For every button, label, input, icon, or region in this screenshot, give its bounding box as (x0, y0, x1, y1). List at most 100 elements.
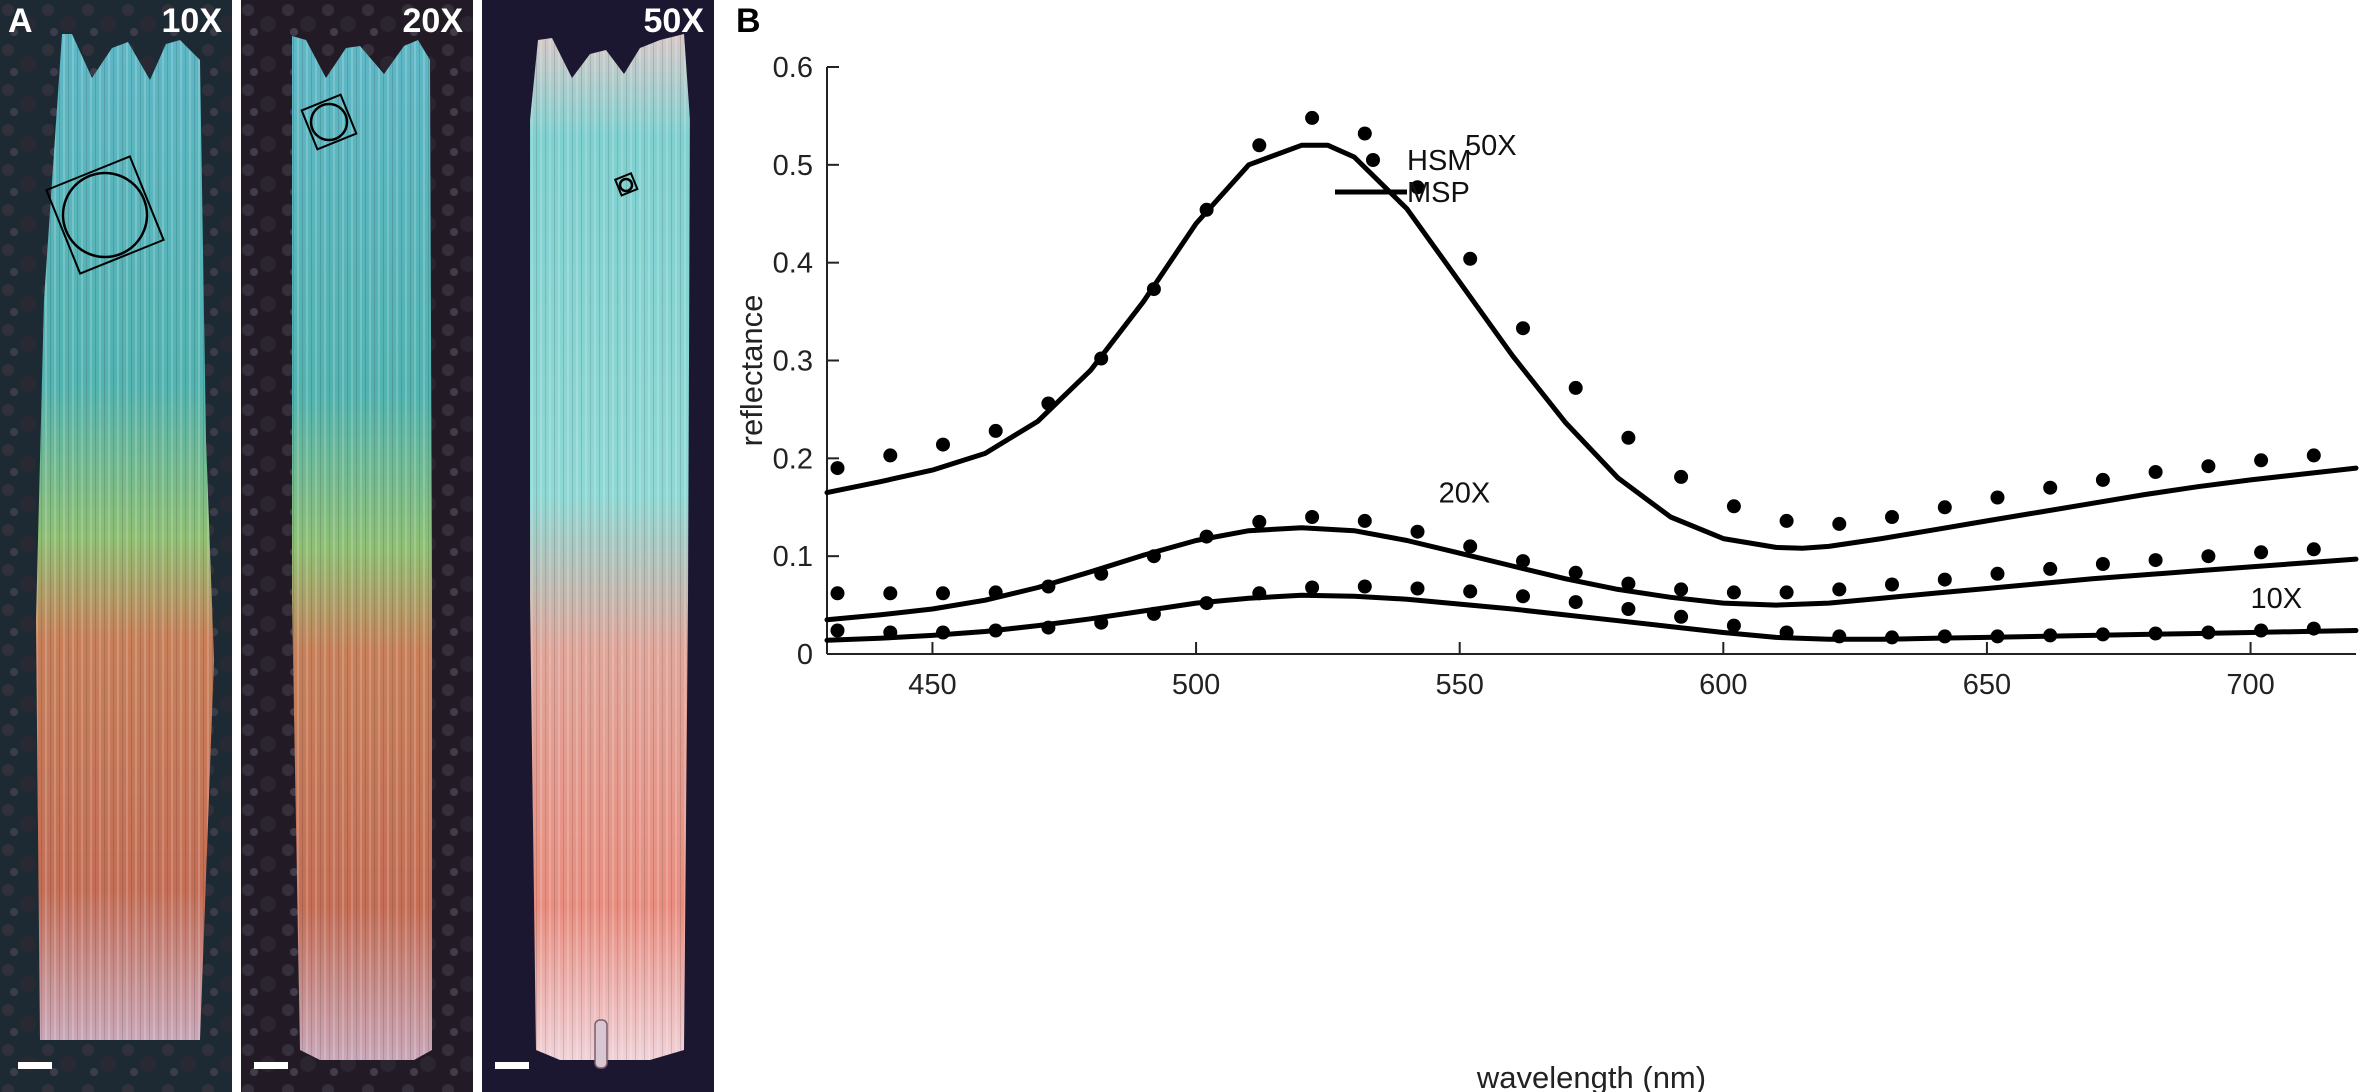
y-tick-label: 0.2 (773, 443, 813, 475)
x-tick-label: 650 (1963, 669, 2011, 701)
series-50x-msp (824, 142, 2359, 551)
hsm-point (2306, 448, 2321, 463)
hsm-point (1674, 609, 1689, 624)
x-tick-label: 550 (1435, 669, 1483, 701)
hsm-point (2201, 459, 2216, 474)
scale-bar (254, 1062, 288, 1069)
hsm-point (1305, 510, 1320, 524)
hsm-point (1568, 380, 1583, 395)
series-20x-msp (824, 525, 2359, 623)
panel-b: B 0 0.1 0.2 0.3 0.4 0.5 0.6 450 500 550 600 650 700 w… (734, 2, 2359, 1092)
hsm-point (1516, 321, 1530, 336)
hsm-point (2148, 465, 2163, 479)
hsm-point (1674, 469, 1689, 484)
hsm-point (1410, 180, 1425, 195)
scale-bar (18, 1062, 52, 1069)
hsm-point (830, 623, 845, 638)
hsm-point (2201, 549, 2216, 564)
hsm-point (1252, 138, 1267, 153)
hsm-point (1621, 430, 1636, 445)
y-tick-label: 0.4 (773, 248, 813, 280)
hsm-point (1410, 524, 1425, 539)
y-axis-title: reflectance (734, 295, 769, 447)
hsm-point (883, 448, 898, 463)
legend-label-hsm: HSM (1407, 145, 1471, 177)
y-tick-label: 0.1 (773, 541, 813, 573)
hsm-point (1305, 110, 1320, 125)
hsm-point (2095, 557, 2110, 571)
hsm-point (1726, 585, 1741, 600)
hsm-point (2095, 472, 2110, 487)
hsm-point (2043, 561, 2058, 576)
y-tick-label: 0.5 (773, 150, 813, 182)
hsm-point (1463, 584, 1478, 599)
hsm-point (1568, 565, 1583, 580)
x-tick-label: 700 (2226, 669, 2274, 701)
series-20x-hsm (830, 510, 2321, 601)
hsm-point (1463, 251, 1478, 266)
scale-bar (495, 1062, 529, 1069)
hsm-point (883, 586, 898, 601)
x-tick-label: 500 (1172, 669, 1220, 701)
y-tick-label: 0.3 (773, 346, 813, 378)
y-tick-label: 0.6 (773, 52, 813, 84)
panel-letter-a: A (8, 2, 33, 40)
hsm-point (1410, 581, 1425, 596)
hsm-point (1516, 589, 1530, 604)
x-tick-label: 450 (908, 669, 956, 701)
panel-letter-b: B (736, 2, 761, 40)
micrograph-10x: 10X (0, 0, 232, 1092)
hsm-point (2043, 480, 2058, 495)
hsm-point (1357, 126, 1372, 141)
sampling-box (613, 171, 639, 197)
hsm-point (1885, 510, 1899, 524)
hsm-point (1305, 580, 1320, 595)
hsm-point (1990, 490, 2005, 505)
hsm-point (1779, 513, 1794, 528)
mag-label-20x: 20X (403, 2, 464, 40)
hsm-point (936, 586, 950, 601)
hsm-point (1621, 576, 1636, 591)
series-label-20x: 20X (1439, 477, 1491, 509)
hsm-point (1463, 539, 1478, 554)
hsm-point (1937, 500, 1952, 515)
hsm-point (936, 437, 950, 452)
hsm-point (2254, 545, 2269, 560)
legend-marker-hsm (1366, 153, 1380, 167)
hsm-point (988, 423, 1003, 438)
series-50x-hsm (830, 110, 2321, 531)
hsm-point (1885, 577, 1899, 592)
micrograph-20x: 20X (241, 0, 473, 1092)
hsm-point (1568, 595, 1583, 610)
chart-annotations: 50X 20X 10X (1439, 130, 2303, 615)
hsm-point (830, 586, 845, 601)
series-10x-msp (824, 592, 2359, 643)
hsm-point (1516, 554, 1530, 569)
hsm-point (1779, 585, 1794, 600)
sampling-box (45, 155, 165, 275)
hsm-point (1832, 516, 1847, 531)
hsm-point (1621, 602, 1636, 616)
reflectance-chart: 0 0.1 0.2 0.3 0.4 0.5 0.6 450 500 550 600 650 700 wav… (734, 52, 2359, 1092)
x-axis-title: wavelength (nm) (1476, 1060, 1706, 1092)
hsm-point (2148, 553, 2163, 568)
micrograph-50x: 50X (482, 0, 714, 1092)
chart-series (824, 110, 2359, 645)
hsm-point (830, 461, 845, 476)
legend-label-msp: MSP (1407, 177, 1470, 209)
mag-label-50x: 50X (644, 2, 705, 40)
hsm-point (1252, 514, 1267, 529)
hsm-point (1726, 618, 1741, 633)
hsm-point (1674, 582, 1689, 597)
hsm-point (1357, 513, 1372, 528)
hsm-point (1937, 572, 1952, 587)
hsm-point (2306, 542, 2321, 557)
chart-axes: 0 0.1 0.2 0.3 0.4 0.5 0.6 450 500 550 600 650 700 wav… (734, 52, 2356, 1092)
x-tick-label: 600 (1699, 669, 1747, 701)
series-label-10x: 10X (2251, 583, 2303, 615)
msp-line (824, 592, 2359, 643)
hsm-point (1990, 566, 2005, 581)
msp-line (824, 525, 2359, 623)
